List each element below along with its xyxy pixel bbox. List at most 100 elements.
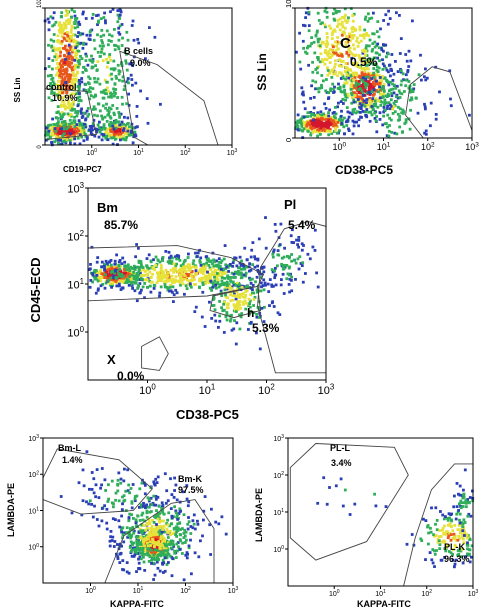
data-point [350,112,354,116]
data-point [142,555,145,559]
data-point [174,264,178,268]
data-point [215,272,219,275]
data-point [430,558,434,562]
data-point [446,536,450,540]
data-point [319,115,323,119]
data-point [225,285,229,289]
data-point [245,289,249,293]
data-point [344,19,347,23]
data-point [192,265,195,269]
data-point [236,305,240,308]
data-point [147,267,151,270]
data-point [193,551,197,555]
data-point [110,501,114,505]
data-point [457,492,460,496]
data-point [76,22,80,26]
data-point [74,46,78,49]
data-point [91,108,95,111]
data-point [341,31,345,35]
y-tick-exponent: 2 [36,470,39,476]
data-point [120,120,124,124]
data-point [327,111,330,115]
data-point [455,505,459,508]
data-point [70,50,74,54]
data-point [386,125,389,129]
gate-label-x: X [107,352,116,367]
data-point [365,44,368,48]
data-point [125,271,129,275]
data-point [116,489,120,493]
data-point [101,104,105,108]
data-point [330,132,334,135]
data-point [405,542,409,546]
data-point [152,503,156,507]
data-point [127,280,131,283]
data-point [352,84,356,88]
data-point [317,90,321,94]
data-point [137,561,141,565]
data-point [56,130,60,134]
data-point [319,22,323,26]
data-point [152,494,156,498]
data-point [133,289,137,293]
data-point [193,278,196,281]
data-point [463,468,467,472]
data-point [96,33,99,37]
data-point [258,272,261,276]
data-point [189,532,193,535]
data-point [372,73,376,76]
x-tick-labels: 100 101 102 103 [85,583,238,595]
data-point [199,263,203,267]
data-point [307,63,310,67]
data-point [214,319,218,323]
data-point [97,19,100,23]
data-point [297,236,301,239]
data-point [160,530,164,534]
data-point [137,284,140,287]
data-point [129,283,133,286]
data-point [142,274,145,277]
data-point [320,74,324,77]
data-point [361,61,365,64]
data-point [84,89,88,92]
data-point [74,51,78,55]
data-point [176,518,179,521]
data-point [341,16,344,19]
data-point [152,521,156,524]
data-point [179,273,182,277]
data-point [77,20,81,24]
data-point [318,60,322,64]
data-point [138,506,141,509]
data-point [241,300,245,304]
data-point [224,315,228,319]
data-point [375,79,378,83]
data-point [266,282,270,286]
data-point [133,275,137,279]
data-point [91,128,94,132]
data-point [86,136,89,139]
data-point [336,121,340,124]
data-point [228,284,232,288]
data-point [155,560,159,564]
data-point [426,525,429,529]
data-point [56,56,60,59]
data-point [88,285,92,289]
data-point [73,121,77,124]
data-point [278,313,282,316]
data-point [49,123,53,127]
data-point [388,64,391,67]
data-point [208,286,212,290]
data-point [335,40,339,44]
data-point [225,311,229,314]
data-point [156,545,160,549]
data-point [73,108,76,111]
data-point [381,75,384,78]
data-point [334,11,338,15]
data-point [374,97,378,101]
data-point [52,82,56,86]
data-point [453,494,456,498]
data-point [50,91,53,95]
data-point [371,42,375,45]
data-point [59,123,63,126]
data-point [302,93,305,97]
